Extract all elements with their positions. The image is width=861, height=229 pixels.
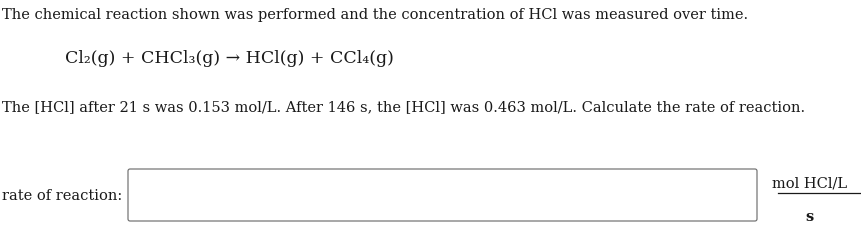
Text: mol HCl/L: mol HCl/L — [771, 176, 846, 190]
Text: The chemical reaction shown was performed and the concentration of HCl was measu: The chemical reaction shown was performe… — [2, 8, 747, 22]
Text: The [HCl] after 21 s was 0.153 mol/L. After 146 s, the [HCl] was 0.463 mol/L. Ca: The [HCl] after 21 s was 0.153 mol/L. Af… — [2, 100, 804, 114]
FancyBboxPatch shape — [127, 169, 756, 221]
Text: rate of reaction:: rate of reaction: — [2, 188, 122, 202]
Text: s: s — [805, 209, 813, 223]
Text: Cl₂(g) + CHCl₃(g) → HCl(g) + CCl₄(g): Cl₂(g) + CHCl₃(g) → HCl(g) + CCl₄(g) — [65, 50, 393, 67]
